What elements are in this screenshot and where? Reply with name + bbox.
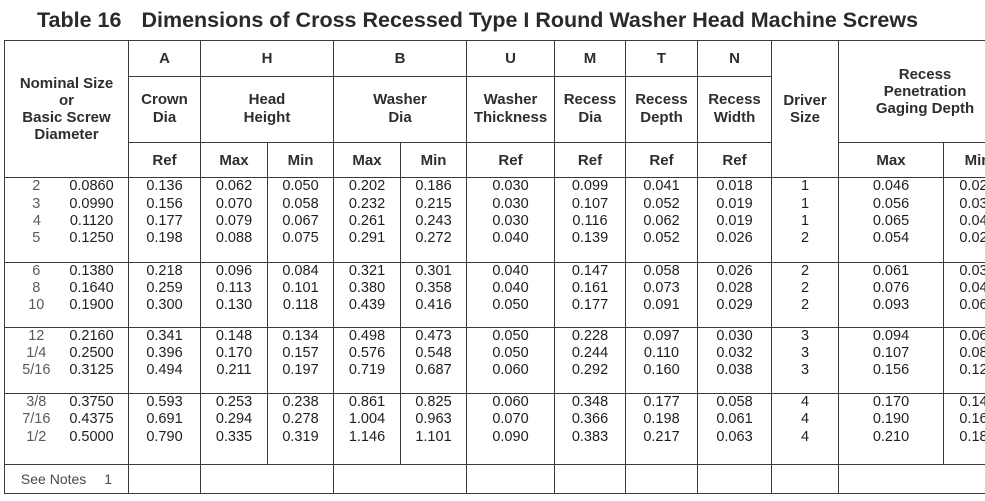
table-title: Table 16 Dimensions of Cross Recessed Typ… — [0, 0, 985, 38]
nominal-size-cell: 12 0.2160 1/4 0.2500 5/16 0.3125 — [4, 327, 129, 395]
table-number: Table 16 — [37, 8, 122, 32]
recess-depth-cell: 0.097 0.110 0.160 — [625, 327, 698, 395]
crown-dia-cell: 0.136 0.156 0.177 0.198 — [128, 177, 201, 263]
head-height-max-cell: 0.148 0.170 0.211 — [200, 327, 268, 395]
notes-row: See Notes 1 — [4, 464, 985, 494]
head-height-min-cell: 0.050 0.058 0.067 0.075 — [267, 177, 334, 263]
crown-dia-cell: 0.218 0.259 0.300 — [128, 261, 201, 329]
sub-max: Max — [200, 141, 268, 179]
nominal-size-cell: 3/8 0.3750 7/16 0.4375 1/2 0.5000 — [4, 393, 129, 466]
recess-depth-cell: 0.177 0.198 0.217 — [625, 393, 698, 466]
recess-depth-header: Recess Depth — [625, 75, 698, 143]
letter-t: T — [625, 40, 698, 77]
washer-thickness-cell: 0.050 0.050 0.060 — [466, 327, 555, 395]
washer-thickness-cell: 0.030 0.030 0.030 0.040 — [466, 177, 555, 263]
crown-dia-cell: 0.593 0.691 0.790 — [128, 393, 201, 466]
recess-depth-cell: 0.058 0.073 0.091 — [625, 261, 698, 329]
table-row-group: 12 0.2160 1/4 0.2500 5/16 0.3125 0.341 0.396… — [4, 327, 985, 395]
see-notes-label: See Notes — [20, 471, 87, 488]
table-row-group: 6 0.1380 8 0.1640 10 0.1900 0.218 0.259 0.300… — [4, 261, 985, 329]
head-height-max-cell: 0.253 0.294 0.335 — [200, 393, 268, 466]
driver-size-header: Driver Size — [771, 39, 839, 179]
washer-dia-min-cell: 0.473 0.548 0.687 — [400, 327, 467, 395]
gaging-min-cell: 0.0210.0330.0440.026 — [942, 177, 985, 263]
recess-depth-cell: 0.041 0.052 0.062 0.052 — [625, 177, 698, 263]
nominal-size-cell: 6 0.1380 8 0.1640 10 0.1900 — [4, 261, 129, 329]
see-notes-cell: See Notes 1 — [4, 464, 129, 494]
recess-gaging-header: Recess Penetration Gaging Depth — [837, 40, 985, 143]
letter-a: A — [128, 40, 201, 77]
crown-dia-header: Crown Dia — [128, 75, 201, 143]
gaging-min-cell: 0.1440.1650.184 — [942, 393, 985, 466]
letter-h: H — [200, 40, 334, 77]
see-notes-ref: 1 — [104, 471, 113, 488]
head-height-max-cell: 0.096 0.113 0.130 — [200, 261, 268, 329]
sub-ref: Ref — [697, 141, 772, 179]
recess-dia-cell: 0.228 0.244 0.292 — [554, 327, 626, 395]
table-row-group: 3/8 0.3750 7/16 0.4375 1/2 0.5000 0.593 0.69… — [4, 393, 985, 466]
washer-thickness-cell: 0.040 0.040 0.050 — [466, 261, 555, 329]
header-subrow: Ref Max Min Max Min Ref Ref Ref Ref Max … — [5, 141, 985, 179]
head-height-min-cell: 0.238 0.278 0.319 — [267, 393, 334, 466]
washer-dia-min-cell: 0.186 0.215 0.243 0.272 — [400, 177, 467, 263]
head-height-max-cell: 0.062 0.070 0.079 0.088 — [200, 177, 268, 263]
sub-ref: Ref — [466, 141, 555, 179]
recess-width-cell: 0.026 0.028 0.029 — [697, 261, 772, 329]
letter-u: U — [466, 40, 555, 77]
washer-thickness-header: Washer Thickness — [466, 75, 555, 143]
gaging-max-cell: 0.046 0.056 0.065 0.054 — [838, 177, 944, 263]
washer-dia-min-cell: 0.825 0.963 1.101 — [400, 393, 467, 466]
letter-b: B — [333, 40, 467, 77]
sub-max: Max — [838, 141, 944, 179]
washer-dia-max-cell: 0.202 0.232 0.261 0.291 — [333, 177, 401, 263]
recess-width-cell: 0.058 0.061 0.063 — [697, 393, 772, 466]
header-description-row: Crown Dia Head Height Washer Dia Washer Thic… — [5, 75, 985, 143]
washer-dia-max-cell: 0.321 0.380 0.439 — [333, 261, 401, 329]
washer-dia-header: Washer Dia — [333, 75, 467, 143]
dimensions-table: Nominal Size or Basic Screw Diameter A H… — [4, 39, 985, 494]
nominal-size-header: Nominal Size or Basic Screw Diameter — [4, 39, 129, 179]
washer-dia-min-cell: 0.301 0.358 0.416 — [400, 261, 467, 329]
recess-dia-header: Recess Dia — [554, 75, 626, 143]
recess-dia-cell: 0.348 0.366 0.383 — [554, 393, 626, 466]
sub-min: Min — [267, 141, 334, 179]
table-title-text: Dimensions of Cross Recessed Type I Roun… — [141, 8, 919, 32]
sub-min: Min — [400, 141, 467, 179]
recess-dia-cell: 0.147 0.161 0.177 — [554, 261, 626, 329]
table-row-group: 2 0.0860 3 0.0990 4 0.1120 5 0.1250 0.136 0.1… — [4, 177, 985, 263]
gaging-max-cell: 0.061 0.076 0.093 — [838, 261, 944, 329]
recess-width-cell: 0.030 0.032 0.038 — [697, 327, 772, 395]
crown-dia-cell: 0.341 0.396 0.494 — [128, 327, 201, 395]
recess-width-header: Recess Width — [697, 75, 772, 143]
header-letter-row: Nominal Size or Basic Screw Diameter A H… — [4, 39, 985, 179]
gaging-max-cell: 0.170 0.190 0.210 — [838, 393, 944, 466]
gaging-min-cell: 0.0330.0480.066 — [942, 261, 985, 329]
head-height-header: Head Height — [200, 75, 334, 143]
nominal-size-cell: 2 0.0860 3 0.0990 4 0.1120 5 0.1250 — [4, 177, 129, 263]
sub-ref: Ref — [128, 141, 201, 179]
sub-ref: Ref — [625, 141, 698, 179]
sub-min: Min — [942, 141, 985, 179]
letter-n: N — [697, 40, 772, 77]
sub-ref: Ref — [554, 141, 626, 179]
recess-dia-cell: 0.099 0.107 0.116 0.139 — [554, 177, 626, 263]
recess-width-cell: 0.018 0.019 0.019 0.026 — [697, 177, 772, 263]
gaging-max-cell: 0.094 0.107 0.156 — [838, 327, 944, 395]
washer-thickness-cell: 0.060 0.070 0.090 — [466, 393, 555, 466]
gaging-min-cell: 0.0660.0800.129 — [942, 327, 985, 395]
head-height-min-cell: 0.084 0.101 0.118 — [267, 261, 334, 329]
washer-dia-max-cell: 0.498 0.576 0.719 — [333, 327, 401, 395]
washer-dia-max-cell: 0.861 1.004 1.146 — [333, 393, 401, 466]
letter-m: M — [554, 40, 626, 77]
sub-max: Max — [333, 141, 401, 179]
head-height-min-cell: 0.134 0.157 0.197 — [267, 327, 334, 395]
